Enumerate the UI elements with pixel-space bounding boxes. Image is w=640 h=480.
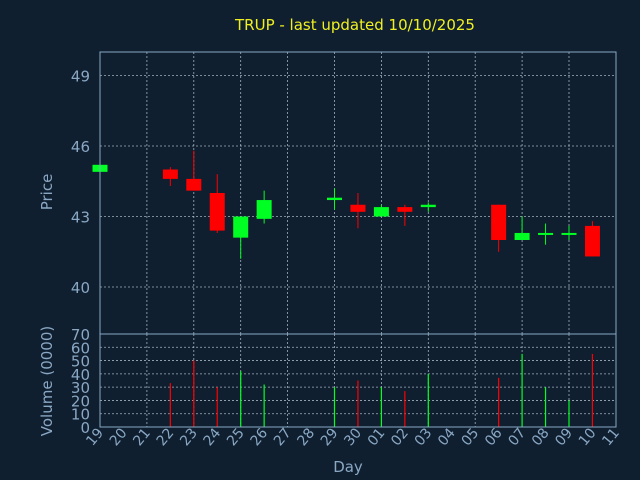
y-axis-label-volume: Volume (0000) <box>38 326 56 436</box>
chart-title: TRUP - last updated 10/10/2025 <box>234 16 475 34</box>
price-candles <box>92 150 600 259</box>
candle-body <box>327 197 342 201</box>
candle-body <box>584 225 600 257</box>
volume-tick-label: 60 <box>71 339 90 357</box>
candle-body <box>256 200 272 219</box>
price-tick-label: 43 <box>71 209 90 227</box>
price-tick-label: 46 <box>71 138 90 156</box>
volume-tick-label: 50 <box>71 353 90 371</box>
volume-tick-label: 30 <box>71 379 90 397</box>
candle-body <box>209 193 225 231</box>
candle-body <box>538 232 554 235</box>
price-tick-label: 49 <box>71 68 90 86</box>
candle-body <box>162 169 178 179</box>
candle-body <box>233 216 249 238</box>
volume-tick-label: 40 <box>71 366 90 384</box>
volume-tick-label: 20 <box>71 392 90 410</box>
volume-bars <box>169 353 594 427</box>
candle-body <box>561 232 577 235</box>
candle-body <box>373 207 389 217</box>
x-axis-label: Day <box>333 458 363 476</box>
candle-body <box>186 178 202 191</box>
y-axis-label-price: Price <box>38 174 56 211</box>
volume-tick-label: 10 <box>71 406 90 424</box>
candle-body <box>420 204 436 208</box>
candle-body <box>350 204 366 212</box>
volume-tick-label: 0 <box>80 419 90 437</box>
candle-body <box>397 207 413 212</box>
candle-body <box>491 204 507 240</box>
volume-panel-frame <box>99 333 617 428</box>
price-tick-label: 40 <box>71 279 90 297</box>
volume-tick-label: 70 <box>71 326 90 344</box>
candle-body <box>514 232 530 240</box>
